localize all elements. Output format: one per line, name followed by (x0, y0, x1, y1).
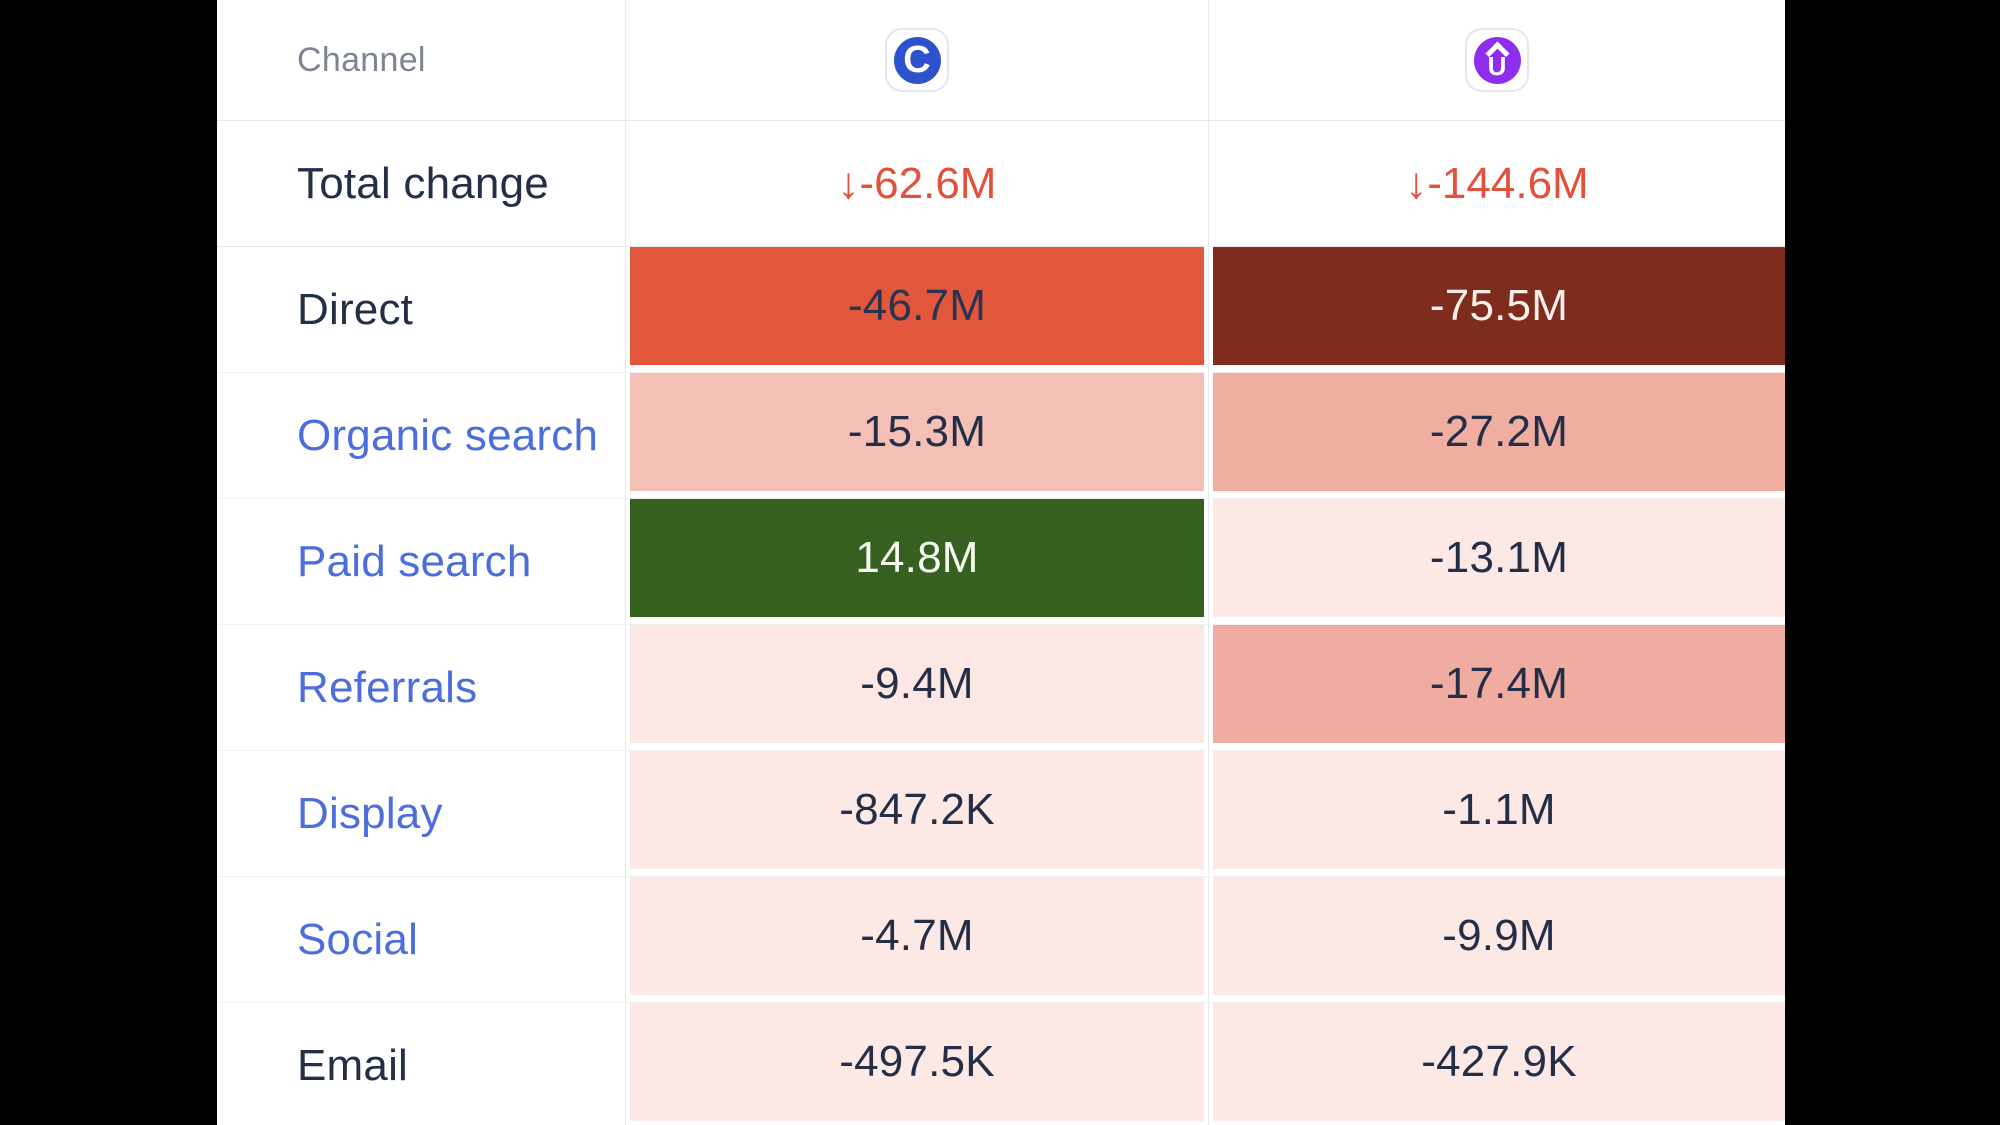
heatmap-cell-u: -17.4M (1213, 625, 1785, 743)
channel-row: Paid search 14.8M -13.1M (217, 499, 1785, 625)
letterbox-right (1785, 0, 2000, 1125)
channel-row: Social -4.7M -9.9M (217, 877, 1785, 1003)
heatmap-cell-u: -75.5M (1213, 247, 1785, 365)
value-cell-c: 14.8M (626, 499, 1209, 625)
value-u: -13.1M (1429, 533, 1569, 582)
heatmap-cell-c: -15.3M (630, 373, 1204, 491)
heatmap-cell-c: -4.7M (630, 877, 1204, 995)
value-u: -427.9K (1421, 1037, 1577, 1086)
brand-u-letter: U (1487, 50, 1507, 81)
competitor-u-column-header: U (1209, 0, 1785, 121)
channel-label: Direct (297, 284, 414, 334)
total-change-value-u: ↓-144.6M (1405, 158, 1589, 208)
competitor-c-column-header: C (626, 0, 1209, 121)
brand-c-icon[interactable]: C (885, 28, 949, 92)
channel-link[interactable]: Organic search (297, 410, 599, 460)
table-header-row: Channel C U (217, 0, 1785, 121)
channel-label-cell: Paid search (217, 499, 626, 625)
value-c: 14.8M (855, 533, 979, 582)
heatmap-cell-u: -1.1M (1213, 751, 1785, 869)
channel-label-cell: Display (217, 751, 626, 877)
channel-link[interactable]: Display (297, 788, 443, 838)
heatmap-cell-u: -27.2M (1213, 373, 1785, 491)
channel-comparison-table: Channel C U Total chan (217, 0, 1785, 1125)
channel-column-header: Channel (217, 0, 626, 121)
value-c: -847.2K (839, 785, 995, 834)
value-c: -46.7M (847, 281, 987, 330)
brand-u-circle: U (1473, 36, 1521, 84)
channel-label-cell: Referrals (217, 625, 626, 751)
value-c: -4.7M (860, 911, 974, 960)
channel-label: Email (297, 1040, 409, 1090)
value-u: -27.2M (1429, 407, 1569, 456)
channel-link[interactable]: Referrals (297, 662, 478, 712)
heatmap-cell-c: -46.7M (630, 247, 1204, 365)
value-cell-u: -27.2M (1209, 373, 1785, 499)
heatmap-cell-c: -847.2K (630, 751, 1204, 869)
channel-row: Direct -46.7M -75.5M (217, 247, 1785, 373)
value-cell-c: -4.7M (626, 877, 1209, 1003)
channel-rows: Direct -46.7M -75.5M Organic search -15.… (217, 247, 1785, 1125)
channel-label-cell: Email (217, 1003, 626, 1125)
total-change-label: Total change (297, 158, 549, 208)
value-cell-u: -13.1M (1209, 499, 1785, 625)
value-cell-c: -497.5K (626, 1003, 1209, 1125)
letterbox-left (0, 0, 217, 1125)
value-cell-c: -15.3M (626, 373, 1209, 499)
channel-label-cell: Organic search (217, 373, 626, 499)
total-change-value-c: ↓-62.6M (837, 158, 997, 208)
heatmap-cell-u: -427.9K (1213, 1003, 1785, 1121)
value-cell-u: -1.1M (1209, 751, 1785, 877)
heatmap-cell-c: -497.5K (630, 1003, 1204, 1121)
channel-label-cell: Direct (217, 247, 626, 373)
value-cell-c: -847.2K (626, 751, 1209, 877)
brand-u-icon[interactable]: U (1465, 28, 1529, 92)
value-cell-u: -75.5M (1209, 247, 1785, 373)
channel-row: Display -847.2K -1.1M (217, 751, 1785, 877)
channel-link[interactable]: Social (297, 914, 419, 964)
value-c: -15.3M (847, 407, 987, 456)
total-change-cell-c: ↓-62.6M (626, 121, 1209, 247)
brand-c-circle: C (893, 36, 941, 84)
total-change-row: Total change ↓-62.6M ↓-144.6M (217, 121, 1785, 247)
brand-c-letter: C (903, 39, 931, 81)
value-cell-u: -427.9K (1209, 1003, 1785, 1125)
value-cell-u: -17.4M (1209, 625, 1785, 751)
channel-row: Organic search -15.3M -27.2M (217, 373, 1785, 499)
value-cell-u: -9.9M (1209, 877, 1785, 1003)
value-c: -9.4M (860, 659, 974, 708)
value-u: -1.1M (1442, 785, 1556, 834)
value-u: -17.4M (1429, 659, 1569, 708)
value-u: -75.5M (1429, 281, 1569, 330)
total-change-label-cell: Total change (217, 121, 626, 247)
total-change-cell-u: ↓-144.6M (1209, 121, 1785, 247)
channel-row: Email -497.5K -427.9K (217, 1003, 1785, 1125)
value-c: -497.5K (839, 1037, 995, 1086)
heatmap-cell-u: -13.1M (1213, 499, 1785, 617)
channel-row: Referrals -9.4M -17.4M (217, 625, 1785, 751)
channel-header-label: Channel (297, 40, 426, 79)
value-u: -9.9M (1442, 911, 1556, 960)
channel-label-cell: Social (217, 877, 626, 1003)
value-cell-c: -46.7M (626, 247, 1209, 373)
heatmap-cell-u: -9.9M (1213, 877, 1785, 995)
heatmap-cell-c: 14.8M (630, 499, 1204, 617)
channel-link[interactable]: Paid search (297, 536, 532, 586)
heatmap-cell-c: -9.4M (630, 625, 1204, 743)
value-cell-c: -9.4M (626, 625, 1209, 751)
